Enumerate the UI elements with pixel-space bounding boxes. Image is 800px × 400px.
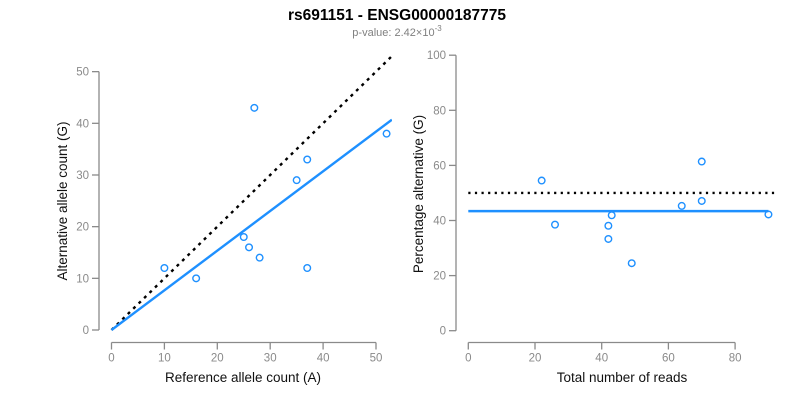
data-point — [607, 211, 616, 220]
data-point — [551, 220, 560, 229]
x-tick-label: 80 — [729, 353, 742, 365]
x-tick-label: 20 — [211, 353, 224, 365]
data-point — [250, 103, 259, 112]
data-point — [292, 176, 301, 185]
data-point — [764, 210, 773, 219]
right-scatter-panel: 0 20 40 60 80 100 0 20 40 60 80 Total number of re… — [411, 50, 777, 385]
x-axis: 0 20 40 60 80 — [465, 341, 742, 365]
data-point — [303, 263, 312, 272]
y-tick-label: 60 — [433, 160, 446, 172]
y-tick-label: 20 — [76, 222, 89, 234]
x-axis: 0 10 20 30 40 50 — [108, 341, 383, 365]
x-tick-label: 40 — [317, 353, 330, 365]
chart-subtitle: p-value: 2.42×10-3 — [352, 24, 442, 39]
data-point — [192, 274, 201, 283]
y-tick-label: 0 — [83, 325, 89, 337]
left-x-axis-title: Reference allele count (A) — [165, 370, 321, 385]
right-x-axis-title: Total number of reads — [557, 370, 688, 385]
line-layer — [110, 55, 392, 331]
data-point — [604, 234, 613, 243]
x-tick-label: 20 — [529, 353, 542, 365]
data-point — [604, 221, 613, 230]
x-tick-label: 10 — [158, 353, 171, 365]
data-point — [697, 196, 706, 205]
identity-line — [110, 55, 392, 331]
y-tick-label: 40 — [76, 118, 89, 130]
y-tick-label: 40 — [433, 216, 446, 228]
data-point — [160, 263, 169, 272]
data-point — [677, 201, 686, 210]
y-tick-label: 0 — [440, 326, 446, 338]
y-tick-label: 30 — [76, 170, 89, 182]
y-tick-label: 10 — [76, 273, 89, 285]
x-tick-label: 50 — [370, 353, 383, 365]
point-layer — [537, 157, 773, 268]
data-point — [303, 155, 312, 164]
x-tick-label: 60 — [662, 353, 675, 365]
y-tick-label: 80 — [433, 105, 446, 117]
y-axis: 0 10 20 30 40 50 — [76, 67, 100, 337]
data-point — [255, 253, 264, 262]
x-tick-label: 30 — [264, 353, 277, 365]
y-tick-label: 50 — [76, 67, 89, 79]
point-layer — [160, 103, 391, 283]
line-layer — [468, 191, 777, 213]
y-tick-label: 100 — [427, 50, 446, 62]
data-point — [627, 259, 636, 268]
y-axis: 0 20 40 60 80 100 — [427, 50, 457, 338]
data-point — [697, 157, 706, 166]
x-tick-label: 0 — [108, 353, 114, 365]
left-scatter-panel: 0 10 20 30 40 50 0 10 20 30 40 50 Reference allele … — [55, 55, 392, 385]
chart-title: rs691151 - ENSG00000187775 — [288, 7, 506, 24]
fit-line — [110, 118, 392, 331]
data-point — [239, 232, 248, 241]
right-y-axis-title: Percentage alternative (G) — [411, 115, 426, 273]
x-tick-label: 0 — [465, 353, 471, 365]
y-tick-label: 20 — [433, 271, 446, 283]
data-point — [245, 243, 254, 252]
data-point — [537, 176, 546, 185]
subtitle-base: p-value: 2.42×10 — [352, 27, 434, 39]
data-point — [382, 129, 391, 138]
subtitle-exponent: -3 — [435, 24, 443, 33]
x-tick-label: 40 — [595, 353, 608, 365]
left-y-axis-title: Alternative allele count (G) — [55, 121, 70, 280]
